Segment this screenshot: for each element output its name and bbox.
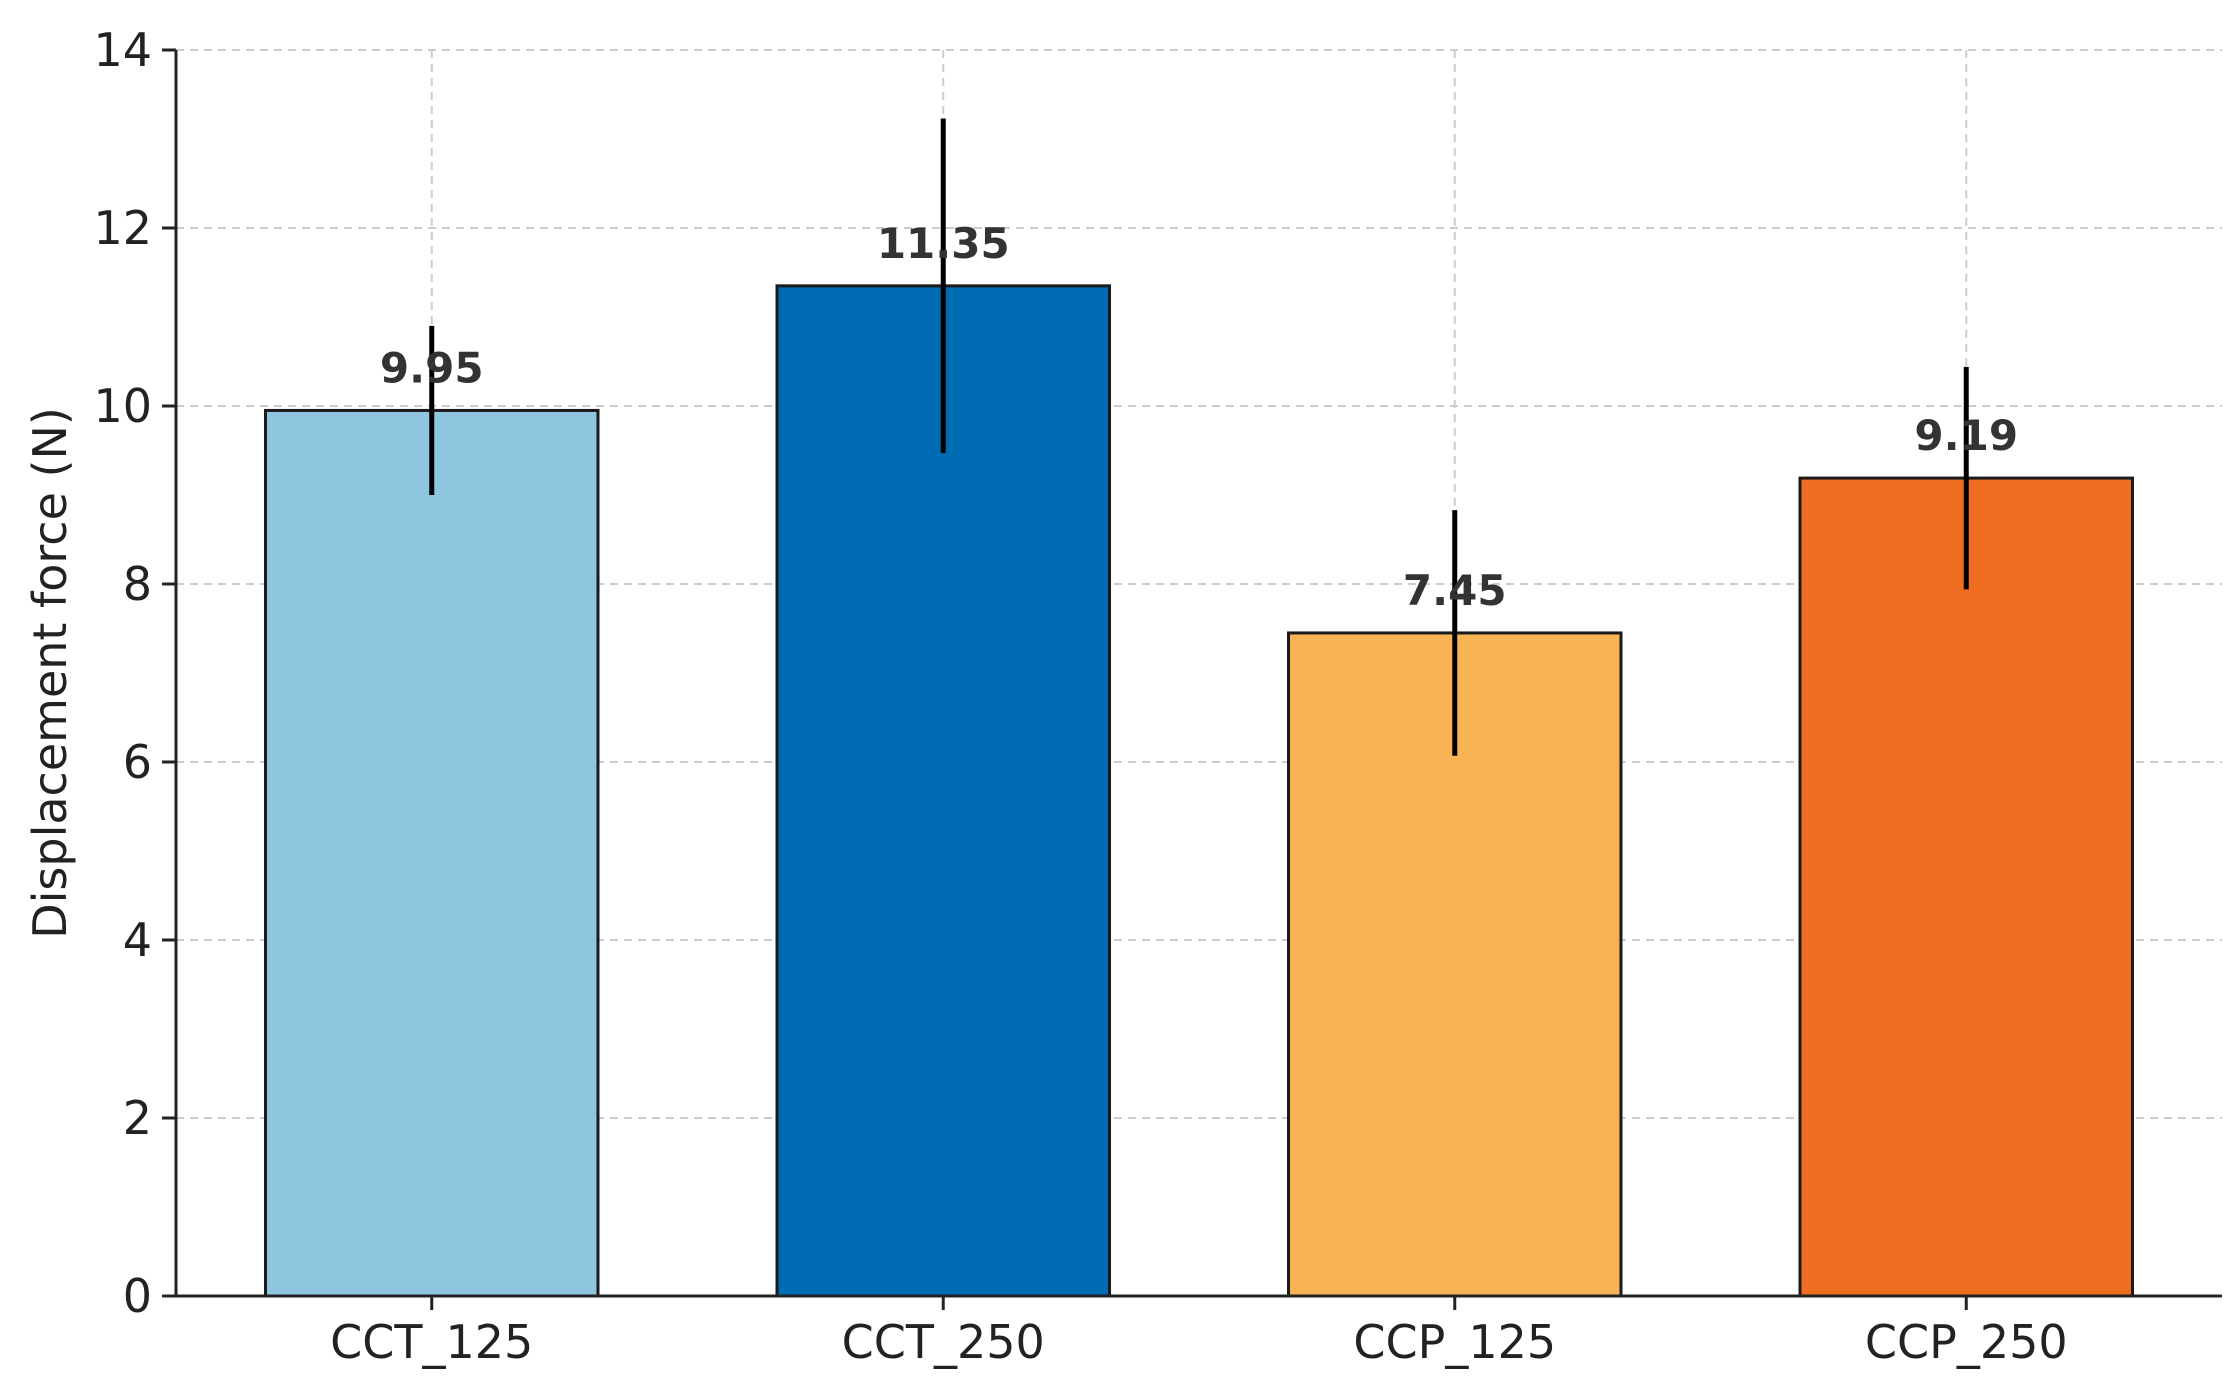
- y-tick-label: 14: [93, 23, 152, 77]
- y-tick-label: 8: [123, 557, 152, 611]
- y-tick-label: 10: [93, 379, 152, 433]
- value-label: 9.95: [380, 343, 484, 392]
- error-bars: [429, 118, 1969, 756]
- value-label: 11.35: [877, 219, 1010, 268]
- bar-cct-125: [264, 408, 600, 1298]
- value-labels: 9.95 11.35 7.45 9.19: [380, 219, 2018, 615]
- y-tick-label: 0: [123, 1269, 152, 1323]
- y-tick-label: 4: [123, 913, 152, 967]
- y-tick-label: 6: [123, 735, 152, 789]
- bar-ccp-250: [1798, 476, 2134, 1298]
- y-axis-title: Displacement force (N): [23, 407, 77, 939]
- axes: [162, 48, 2222, 1310]
- x-tick-label: CCT_125: [330, 1315, 533, 1369]
- x-tick-label: CCT_250: [842, 1315, 1045, 1369]
- y-tick-label: 2: [123, 1091, 152, 1145]
- bars: [264, 284, 2134, 1298]
- x-tick-label: CCP_125: [1353, 1315, 1556, 1369]
- tick-labels: 0 2 4 6 8 10 12 14 CCT_125 CCT_250 CCP_125 CCP_250: [93, 23, 2067, 1369]
- value-label: 7.45: [1403, 566, 1507, 615]
- value-label: 9.19: [1914, 411, 2018, 460]
- y-tick-label: 12: [93, 201, 152, 255]
- x-tick-label: CCP_250: [1865, 1315, 2068, 1369]
